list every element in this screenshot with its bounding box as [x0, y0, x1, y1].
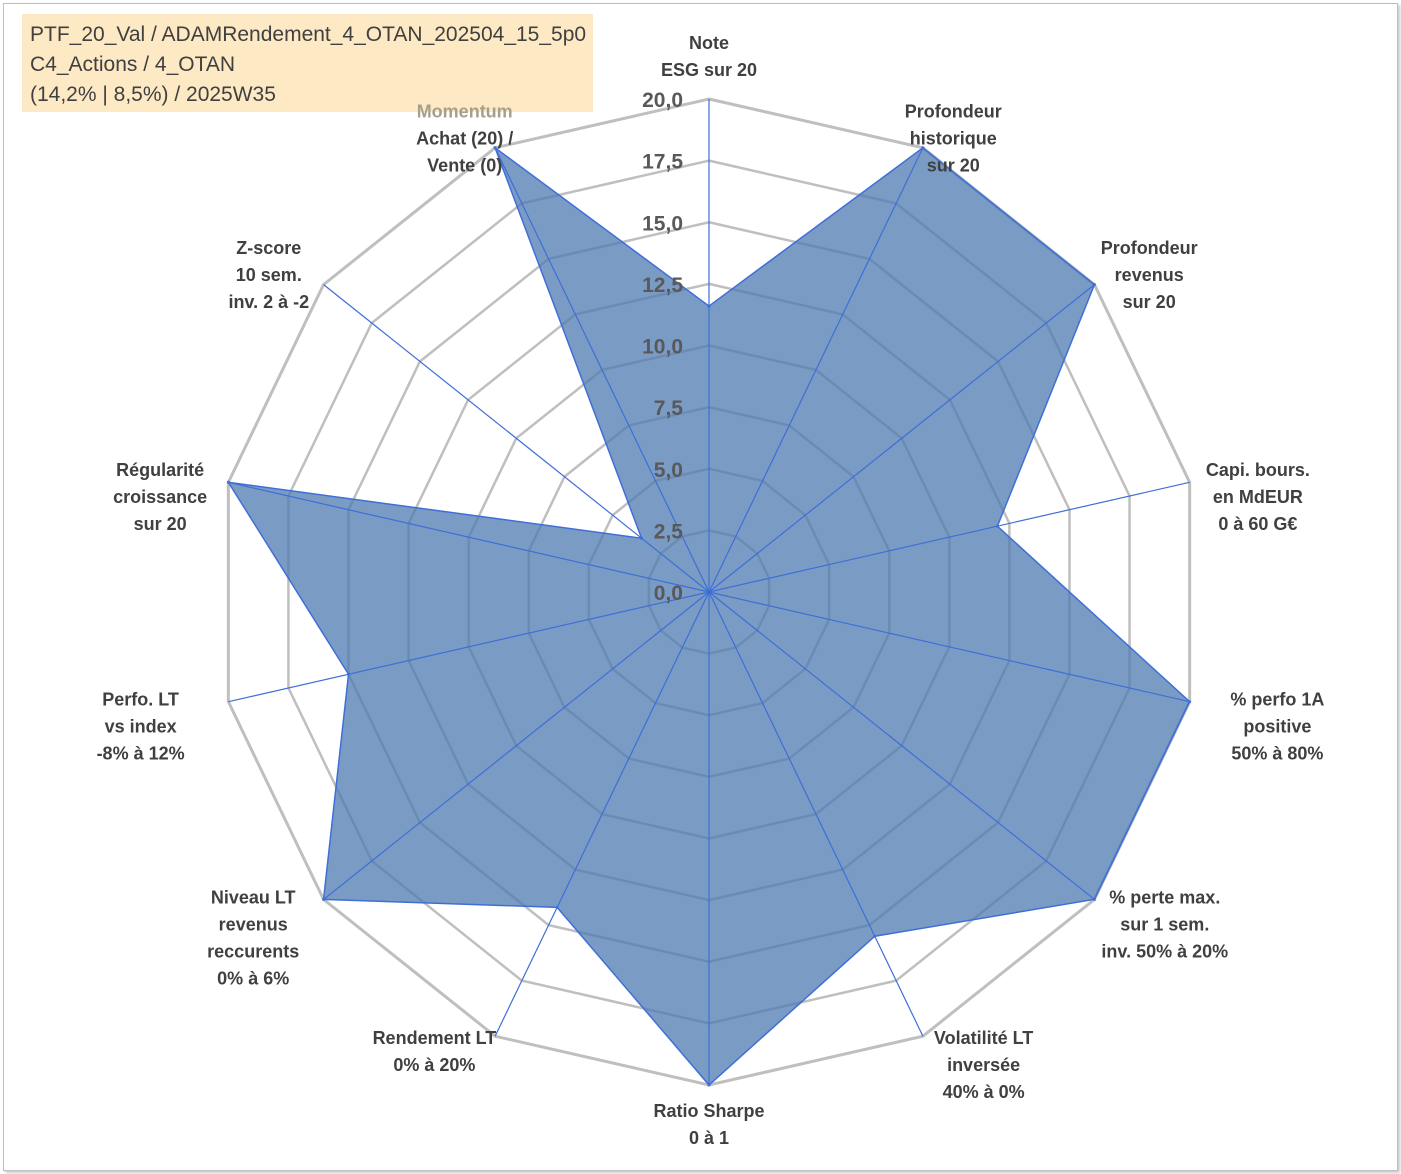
axis-label-line: Rendement LT: [373, 1028, 497, 1048]
axis-label-line: -8% à 12%: [97, 744, 185, 764]
axis-label-line: Note: [689, 33, 729, 53]
axis-spoke: [708, 284, 1095, 593]
axis-label: Volatilité LT inversée 40% à 0%: [934, 1028, 1033, 1102]
axis-label-line: Momentum: [417, 101, 513, 121]
axis-spoke: [494, 591, 710, 1037]
radar-axis-labels: Note ESG sur 20 Profondeur historique sur 20…: [97, 33, 1325, 1148]
axis-label-line: Capi. bours.: [1206, 460, 1310, 480]
axis-label: % perte max. sur 1 sem. inv. 50% à 20%: [1101, 887, 1228, 961]
axis-label-line: Vente (0): [427, 155, 502, 175]
title-line-1: PTF_20_Val / ADAMRendement_4_OTAN_202504…: [30, 23, 587, 46]
axis-label-line: croissance: [113, 487, 207, 507]
radar-tick-labels: 0,0 2,5 5,0 7,5 10,0 12,5 15,0 17,5 20,0: [642, 89, 683, 605]
axis-label-line: sur 20: [927, 155, 980, 175]
axis-label-line: reccurents: [207, 941, 299, 961]
axis-label-line: Régularité: [116, 460, 204, 480]
tick-label: 15,0: [642, 212, 683, 235]
axis-label-line: Profondeur: [905, 101, 1002, 121]
axis-label-line: ESG sur 20: [661, 60, 757, 80]
axis-label-line: inversée: [947, 1055, 1020, 1075]
tick-label: 0,0: [654, 582, 683, 605]
axis-spoke: [494, 147, 710, 593]
axis-label: Niveau LT revenus reccurents 0% à 6%: [207, 887, 299, 988]
axis-label-line: inv. 50% à 20%: [1101, 941, 1228, 961]
axis-label-line: sur 20: [134, 514, 187, 534]
axis-spoke: [323, 591, 710, 900]
axis-label-line: Volatilité LT: [934, 1028, 1033, 1048]
chart-title-box: PTF_20_Val / ADAMRendement_4_OTAN_202504…: [22, 14, 593, 112]
axis-spoke: [228, 591, 710, 703]
axis-spoke: [323, 284, 710, 593]
axis-label-line: 0 à 1: [689, 1128, 729, 1148]
axis-spoke: [708, 591, 1095, 900]
axis-label-line: 50% à 80%: [1231, 744, 1323, 764]
axis-label-line: Ratio Sharpe: [653, 1101, 764, 1121]
tick-label: 10,0: [642, 336, 683, 359]
axis-label-line: 10 sem.: [236, 265, 302, 285]
axis-label-line: historique: [910, 128, 997, 148]
axis-label-line: Z-score: [236, 238, 301, 258]
axis-label-line: revenus: [219, 914, 288, 934]
tick-label: 17,5: [642, 151, 683, 174]
tick-label: 7,5: [654, 397, 684, 420]
axis-label-line: 40% à 0%: [943, 1082, 1025, 1102]
axis-label: Rendement LT 0% à 20%: [373, 1028, 497, 1075]
axis-label-line: Profondeur: [1101, 238, 1198, 258]
tick-label: 20,0: [642, 89, 683, 112]
axis-label: Profondeur revenus sur 20: [1101, 238, 1198, 312]
axis-label-line: en MdEUR: [1213, 487, 1303, 507]
axis-label-line: 0% à 20%: [393, 1055, 475, 1075]
axis-label-line: vs index: [105, 717, 177, 737]
axis-label-line: Achat (20) /: [416, 128, 513, 148]
axis-spoke: [708, 481, 1190, 593]
axis-label-line: sur 1 sem.: [1120, 914, 1209, 934]
axis-label: % perfo 1A positive 50% à 80%: [1230, 690, 1324, 764]
axis-label: Ratio Sharpe 0 à 1: [653, 1101, 764, 1148]
title-line-3: (14,2% | 8,5%) / 2025W35: [30, 83, 276, 106]
axis-label: Capi. bours. en MdEUR 0 à 60 G€: [1206, 460, 1310, 534]
tick-label: 5,0: [654, 459, 683, 482]
axis-label-line: % perte max.: [1109, 887, 1220, 907]
axis-label: Note ESG sur 20: [661, 33, 757, 80]
axis-spoke: [708, 591, 924, 1037]
axis-label-line: 0 à 60 G€: [1218, 514, 1297, 534]
axis-label-line: revenus: [1115, 265, 1184, 285]
radar-spokes: [228, 99, 1190, 1085]
axis-label-line: 0% à 6%: [217, 968, 289, 988]
title-line-2: C4_Actions / 4_OTAN: [30, 53, 236, 76]
axis-label-line: Niveau LT: [211, 887, 296, 907]
tick-label: 2,5: [654, 520, 684, 543]
tick-label: 12,5: [642, 274, 683, 297]
axis-label-line: inv. 2 à -2: [228, 292, 309, 312]
axis-spoke: [228, 481, 710, 593]
axis-label-line: Perfo. LT: [102, 690, 179, 710]
axis-spoke: [708, 147, 924, 593]
axis-label: Perfo. LT vs index -8% à 12%: [97, 690, 185, 764]
axis-label-line: % perfo 1A: [1230, 690, 1324, 710]
axis-spoke: [708, 591, 1190, 703]
axis-label: Momentum Achat (20) / Vente (0): [416, 101, 513, 175]
axis-label: Z-score 10 sem. inv. 2 à -2: [228, 238, 309, 312]
axis-label-line: positive: [1243, 717, 1311, 737]
axis-label: Profondeur historique sur 20: [905, 101, 1002, 175]
axis-label: Régularité croissance sur 20: [113, 460, 207, 534]
axis-label-line: sur 20: [1123, 292, 1176, 312]
